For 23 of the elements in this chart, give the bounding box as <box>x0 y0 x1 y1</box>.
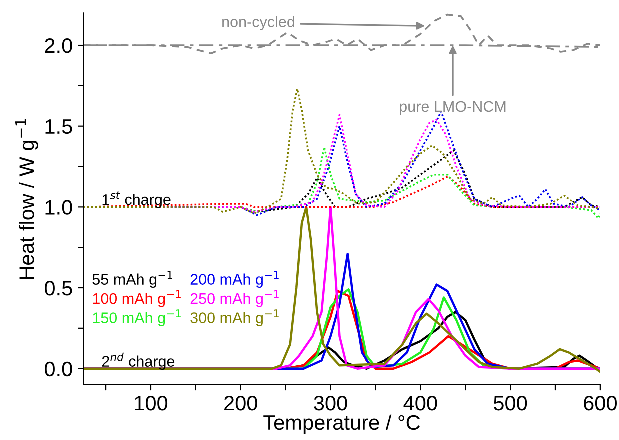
text: 55 mAh g$^{−1}$ <box>92 271 172 288</box>
annotation: 1$^{st}$ charge <box>102 192 171 208</box>
annotation: non-cycled <box>222 16 294 30</box>
x-tick-label: 200 <box>224 396 258 411</box>
y-tick-label: 0.5 <box>45 281 72 296</box>
x-tick-label: 300 <box>314 396 348 411</box>
y-tick-label: 2.0 <box>45 38 72 54</box>
y-tick-label: 1.0 <box>46 200 72 215</box>
x-axis-title: Temperature / °C <box>264 414 420 434</box>
series-label: 300 mAh g$^{−1}$ <box>190 310 279 326</box>
text: 200 mAh g$^{−1}$ <box>190 271 279 288</box>
annotation: 2$^{nd}$ charge <box>102 352 175 370</box>
x-tick-label: 600 <box>584 396 617 411</box>
text: 150 mAh g$^{−1}$ <box>93 310 181 326</box>
y-tick-label: 0.0 <box>45 362 72 377</box>
x-tick-label: 400 <box>404 396 438 411</box>
text: 100 mAh g$^{−1}$ <box>93 290 181 308</box>
y-axis-title: Heat flow / W g$^{−1}$ <box>16 119 38 280</box>
y-tick-label: 1.5 <box>46 120 72 134</box>
x-tick-label: 100 <box>135 396 168 411</box>
x-tick-label: 500 <box>494 396 528 411</box>
annotation: pure LMO-NCM <box>400 101 506 116</box>
text: 250 mAh g$^{−1}$ <box>190 290 279 308</box>
